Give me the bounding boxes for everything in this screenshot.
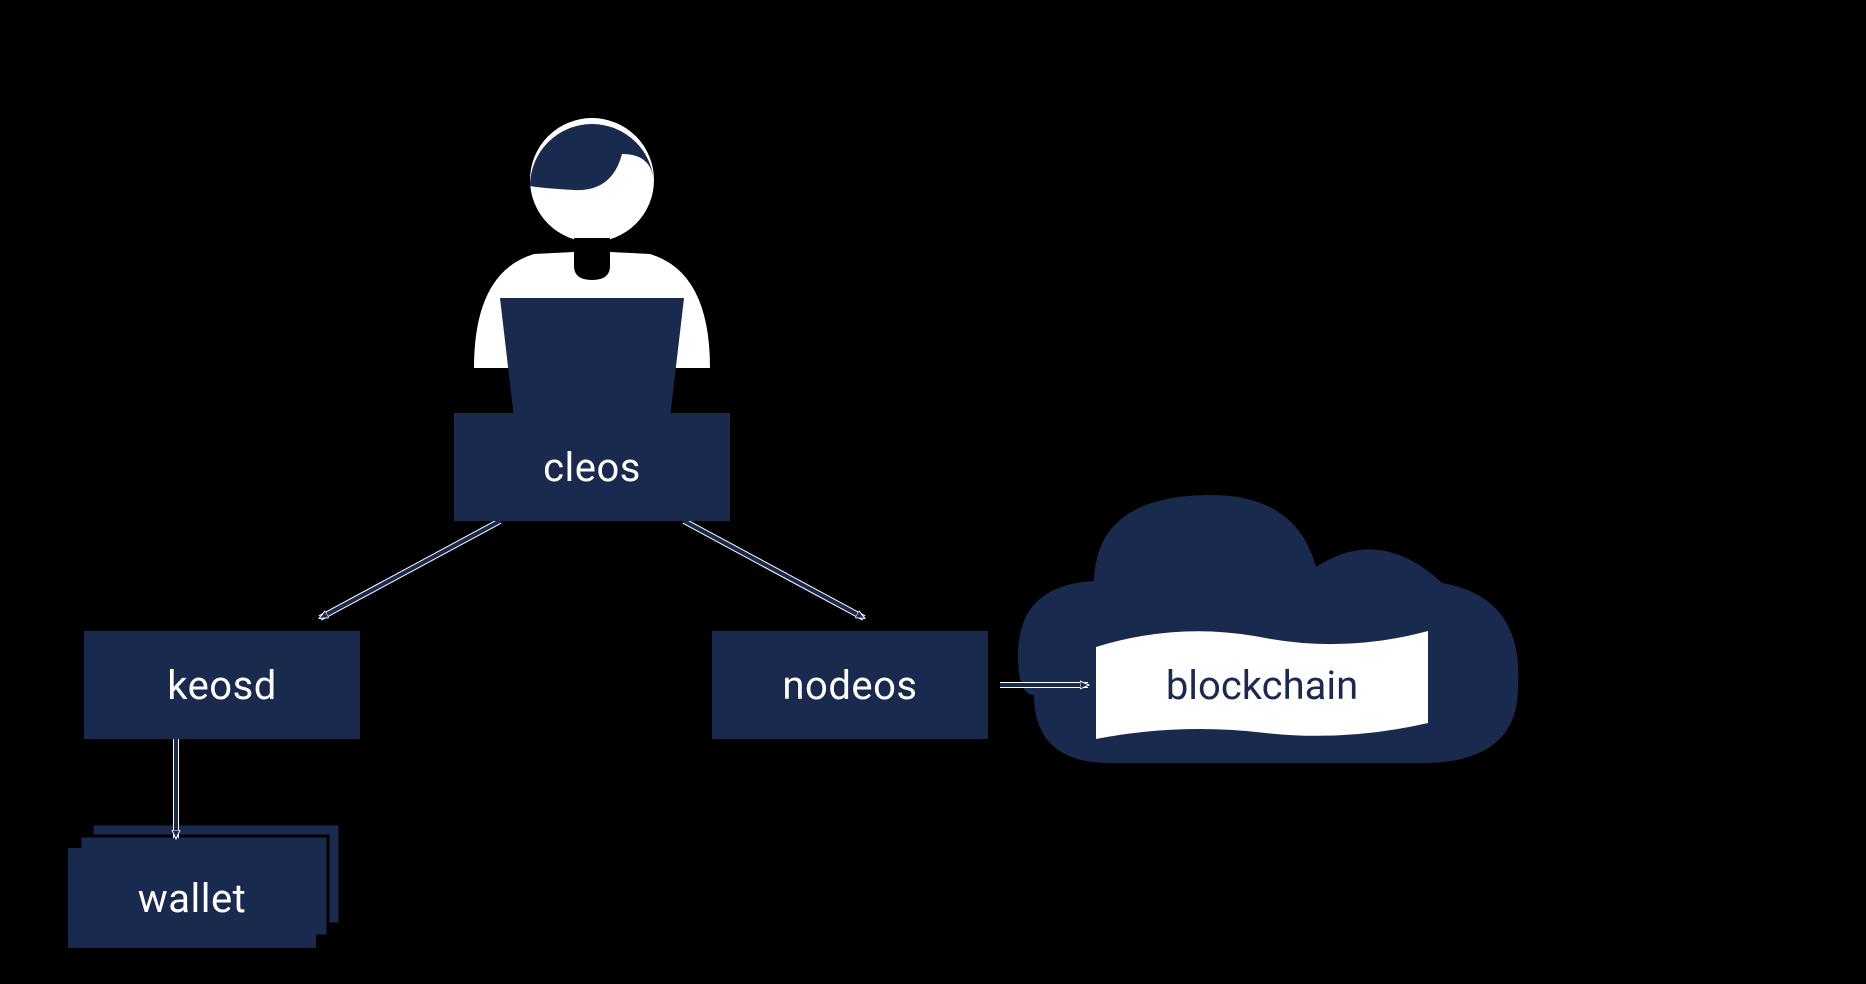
node-label: nodeos bbox=[782, 662, 917, 709]
node-label: keosd bbox=[167, 662, 277, 709]
diagram-canvas: cleos keosd nodeos wallet blockchain bbox=[0, 0, 1866, 984]
node-label: cleos bbox=[543, 444, 641, 491]
user-icon bbox=[474, 118, 710, 418]
node-nodeos: nodeos bbox=[712, 631, 988, 739]
diagram-svg bbox=[0, 0, 1866, 984]
node-label: wallet bbox=[138, 875, 247, 922]
node-cleos: cleos bbox=[454, 413, 730, 521]
node-wallet: wallet bbox=[68, 848, 316, 948]
node-label: blockchain bbox=[1166, 662, 1358, 709]
node-keosd: keosd bbox=[84, 631, 360, 739]
node-blockchain-label: blockchain bbox=[1096, 631, 1428, 739]
